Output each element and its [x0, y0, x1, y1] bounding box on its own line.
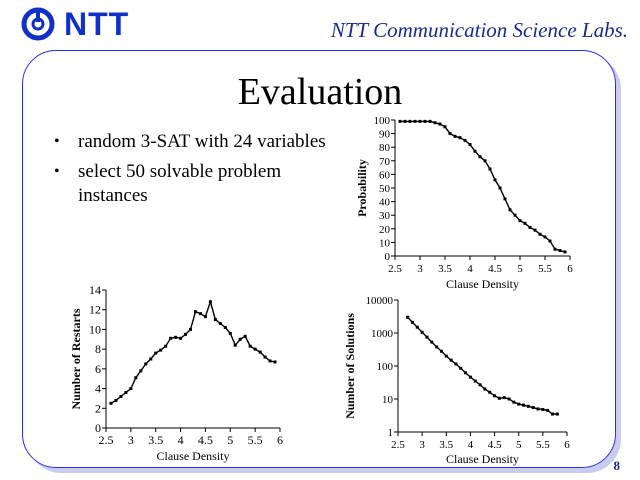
ntt-logo-mark-icon [21, 7, 55, 41]
bullet-item: random 3-SAT with 24 variables [52, 130, 342, 154]
slide-frame [22, 50, 616, 468]
ntt-logo: NTT [20, 6, 129, 42]
bullet-item: select 50 solvable problem instances [52, 160, 342, 208]
page-number: 8 [613, 458, 621, 473]
logo-text: NTT [64, 5, 130, 42]
slide-title: Evaluation [237, 71, 403, 113]
lab-name: NTT Communication Science Labs. [330, 18, 628, 42]
bullet-list: random 3-SAT with 24 variables select 50… [52, 130, 342, 214]
